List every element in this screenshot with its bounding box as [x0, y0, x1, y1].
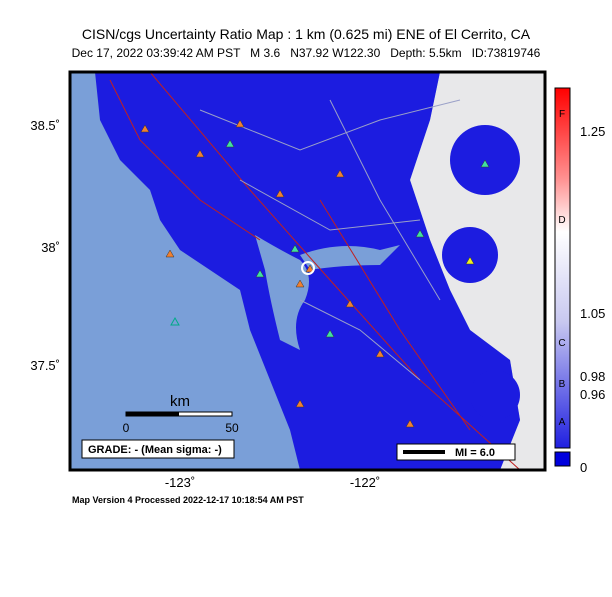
mi-legend: MI = 6.0: [455, 447, 495, 459]
grade-letter: F: [559, 109, 565, 120]
grade: GRADE: - (Mean sigma: -): [88, 444, 222, 456]
grade-letter: D: [558, 215, 565, 226]
grade-letter: A: [559, 417, 566, 428]
colorbar-label: 0.96: [580, 387, 605, 402]
colorbar: F D C B A 1.25 1.05 0.98 0.96 0: [554, 87, 605, 475]
scale-label: 0: [123, 421, 130, 435]
map: [70, 72, 545, 470]
colorbar-label: 1.05: [580, 306, 605, 321]
grade-letter: B: [559, 379, 566, 390]
scale-label: 50: [225, 421, 239, 435]
subtitle: Dec 17, 2022 03:39:42 AM PST M 3.6 N37.9…: [72, 46, 541, 60]
lon-label: -122˚: [350, 475, 380, 490]
grade-letter: C: [558, 338, 565, 349]
scale-unit: km: [170, 393, 190, 410]
lat-label: 37.5˚: [30, 358, 60, 373]
scale-bar: km 0 50: [123, 393, 239, 435]
mi-box: [396, 443, 516, 461]
lat-label: 38˚: [41, 240, 60, 255]
colorbar-label: 1.25: [580, 124, 605, 139]
lon-label: -123˚: [165, 475, 195, 490]
map-frame: [68, 70, 547, 472]
lat-label: 38.5˚: [30, 118, 60, 133]
colorbar-label: 0.98: [580, 369, 605, 384]
title: CISN/cgs Uncertainty Ratio Map : 1 km (0…: [82, 26, 531, 42]
colorbar-label: 0: [580, 460, 587, 475]
footer: Map Version 4 Processed 2022-12-17 10:18…: [72, 495, 304, 505]
grade-box: [81, 439, 235, 459]
